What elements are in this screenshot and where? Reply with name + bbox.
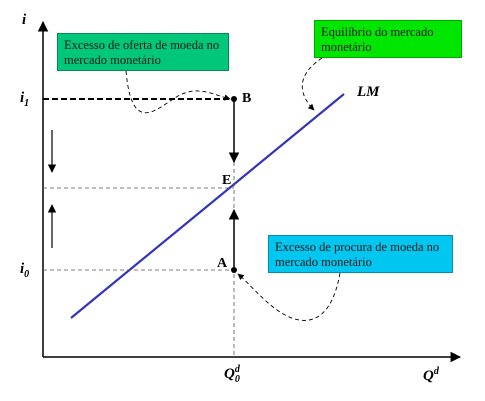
i0-label: i0	[20, 261, 30, 280]
x-axis-label: Qd	[423, 366, 439, 384]
lm-curve	[70, 93, 345, 319]
note-equilibrium: Equilíbrio do mercado monetário	[314, 20, 462, 58]
note-excess-demand: Excesso de procura de moeda no mercado m…	[268, 235, 453, 273]
callout-excess-supply	[125, 70, 231, 114]
point-b-label: B	[242, 91, 252, 106]
callout-excess-demand	[237, 272, 341, 321]
i1-label: i1	[20, 90, 30, 109]
q0-label: Qd0	[224, 364, 240, 385]
callout-equilibrium	[301, 57, 323, 111]
lm-label: LM	[357, 84, 380, 100]
point-e-label: E	[222, 173, 232, 188]
point-a-label: A	[217, 256, 228, 271]
point-a-dot	[231, 267, 237, 273]
note-excess-supply: Excesso de oferta de moeda no mercado mo…	[57, 33, 229, 71]
y-axis-label: i	[22, 12, 27, 28]
point-b-dot	[231, 96, 237, 102]
